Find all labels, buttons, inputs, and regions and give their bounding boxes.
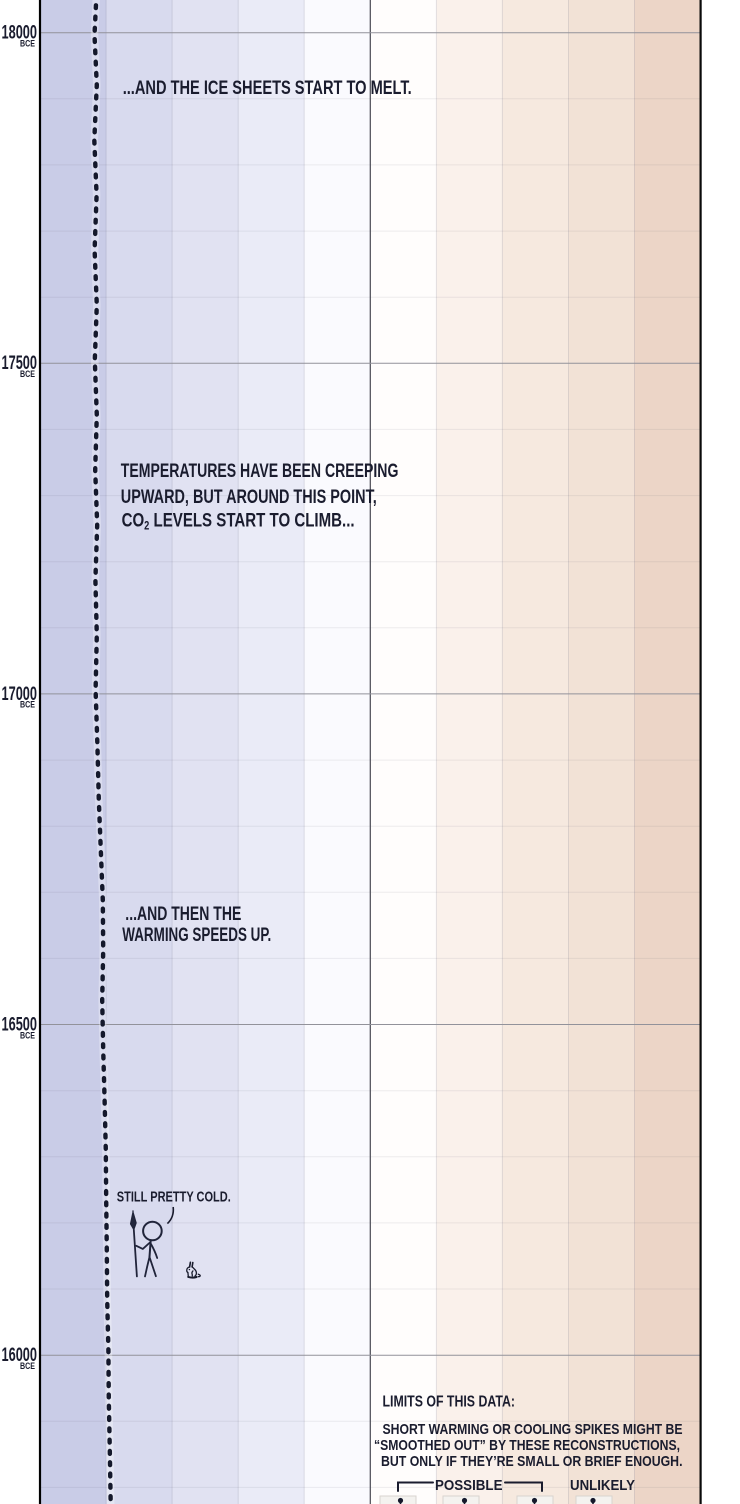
svg-text:TEMPERATURES HAVE BEEN CREEPIN: TEMPERATURES HAVE BEEN CREEPING [121, 460, 399, 482]
svg-text:17000: 17000 [2, 684, 38, 705]
svg-text:LIMITS OF THIS DATA:: LIMITS OF THIS DATA: [383, 1394, 516, 1411]
svg-text:UNLIKELY: UNLIKELY [570, 1477, 635, 1494]
svg-text:BCE: BCE [20, 700, 35, 711]
svg-text:UPWARD, BUT AROUND THIS POINT,: UPWARD, BUT AROUND THIS POINT, [121, 486, 377, 508]
svg-text:CO2 LEVELS START TO CLIMB...: CO2 LEVELS START TO CLIMB... [122, 510, 355, 533]
svg-text:BCE: BCE [20, 1030, 35, 1041]
svg-text:16500: 16500 [2, 1014, 38, 1035]
svg-text:...AND THEN THE: ...AND THEN THE [125, 904, 241, 925]
svg-text:BCE: BCE [20, 369, 35, 380]
svg-text:WARMING SPEEDS UP.: WARMING SPEEDS UP. [122, 925, 271, 946]
svg-text:BUT ONLY IF THEY’RE SMALL OR B: BUT ONLY IF THEY’RE SMALL OR BRIEF ENOUG… [381, 1453, 683, 1470]
svg-text:“SMOOTHED OUT” BY THESE RECONS: “SMOOTHED OUT” BY THESE RECONSTRUCTIONS, [374, 1437, 680, 1454]
svg-text:18000: 18000 [2, 23, 38, 44]
svg-text:16000: 16000 [2, 1345, 38, 1366]
svg-text:STILL PRETTY COLD.: STILL PRETTY COLD. [117, 1189, 231, 1206]
svg-text:BCE: BCE [20, 39, 35, 50]
svg-text:17500: 17500 [2, 353, 38, 374]
svg-text:SHORT WARMING OR COOLING SPIKE: SHORT WARMING OR COOLING SPIKES MIGHT BE [383, 1421, 683, 1438]
svg-text:...AND THE ICE SHEETS START TO: ...AND THE ICE SHEETS START TO MELT. [123, 77, 412, 99]
svg-text:POSSIBLE: POSSIBLE [435, 1477, 503, 1494]
svg-text:BCE: BCE [20, 1361, 35, 1372]
